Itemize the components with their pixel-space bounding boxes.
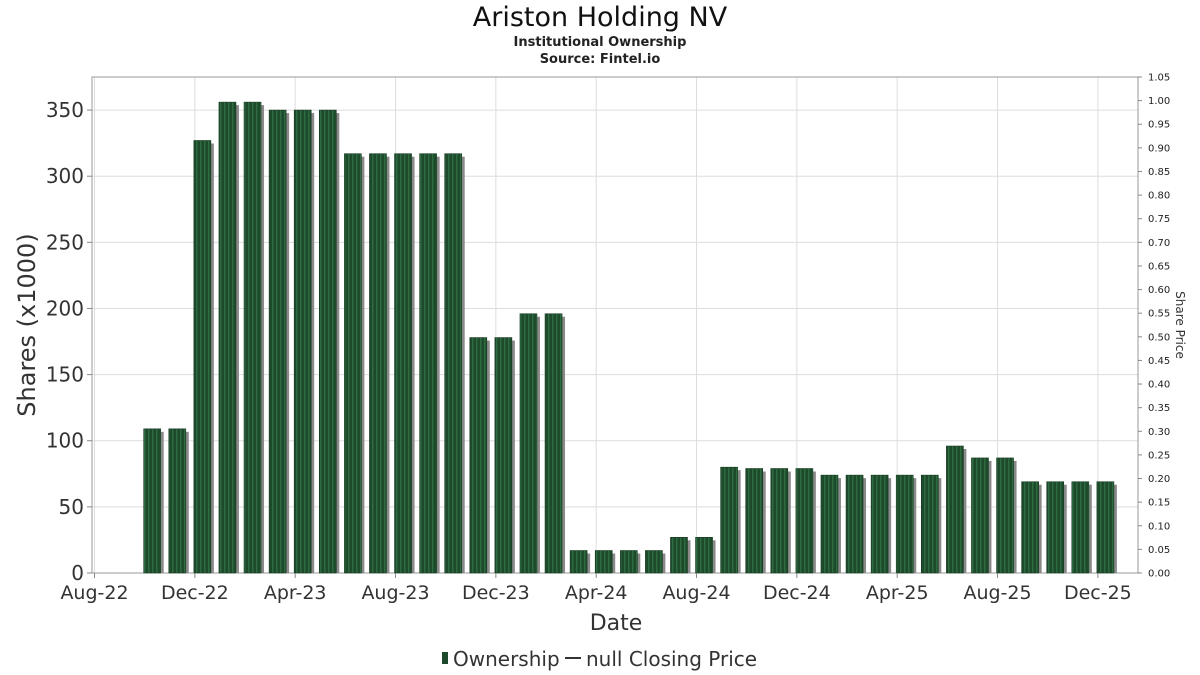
y2-tick-label: 0.00 — [1148, 569, 1170, 580]
y2-tick-label: 1.00 — [1148, 96, 1170, 107]
y2-tick-label: 0.25 — [1148, 450, 1170, 461]
y-tick-label: 150 — [46, 363, 84, 387]
y2-axis-label: Share Price — [1173, 291, 1187, 359]
y2-tick-label: 0.90 — [1148, 143, 1170, 154]
y2-tick-label: 0.70 — [1148, 238, 1170, 249]
ownership-bar — [946, 445, 964, 574]
ownership-bar — [419, 153, 437, 574]
legend-ownership-marker — [442, 652, 448, 664]
ownership-bar — [1071, 481, 1090, 574]
ownership-bar — [745, 468, 764, 574]
y2-tick-label: 0.30 — [1148, 427, 1170, 438]
y2-tick-label: 0.05 — [1148, 545, 1170, 556]
x-tick-label: Apr-25 — [866, 582, 929, 604]
ownership-bar — [695, 536, 713, 574]
chart-subtitle: Institutional Ownership — [513, 35, 687, 50]
ownership-bar — [444, 153, 463, 574]
legend-ownership-label: Ownership — [453, 647, 560, 671]
legend: Ownership null Closing Price — [442, 647, 757, 671]
ownership-bar — [318, 109, 337, 574]
x-tick-label: Dec-22 — [161, 582, 229, 604]
chart-title: Ariston Holding NV — [472, 2, 728, 33]
ownership-bar — [218, 101, 237, 574]
ownership-bar — [845, 474, 864, 574]
bars — [143, 101, 1117, 574]
axes: 0 50 100 150 200 250 300 350 Aug-22 Dec-22 Apr-23 A… — [46, 73, 1170, 605]
y-axis-label: Shares (x1000) — [13, 233, 41, 416]
y2-tick-label: 0.60 — [1148, 285, 1170, 296]
ownership-bar — [143, 428, 162, 574]
ownership-bar — [519, 313, 538, 574]
x-tick-label: Apr-23 — [264, 582, 327, 604]
x-tick-label: Dec-23 — [462, 582, 530, 604]
y-tick-label: 50 — [59, 495, 84, 519]
ownership-bar — [770, 468, 789, 574]
y-tick-label: 300 — [46, 164, 84, 188]
ownership-bar — [569, 550, 588, 574]
ownership-bar — [594, 550, 613, 574]
ownership-bar — [971, 457, 989, 574]
y2-tick-label: 0.45 — [1148, 356, 1170, 367]
y2-tick-label: 0.75 — [1148, 214, 1170, 225]
ownership-bar — [720, 466, 738, 574]
y-tick-label: 350 — [46, 98, 84, 122]
chart-source: Source: Fintel.io — [539, 52, 661, 67]
y-tick-label: 100 — [46, 429, 84, 453]
y2-tick-label: 0.65 — [1148, 261, 1170, 272]
y-tick-label: 250 — [46, 230, 84, 254]
ownership-bar — [243, 101, 262, 574]
y2-tick-label: 0.55 — [1148, 309, 1170, 320]
ownership-bar — [168, 428, 187, 574]
ownership-bar — [193, 140, 212, 574]
x-axis-label: Date — [590, 611, 643, 636]
ownership-bar — [369, 153, 387, 574]
x-tick-label: Aug-25 — [963, 582, 1031, 604]
ownership-bar — [895, 474, 914, 574]
ownership-bar — [1021, 481, 1039, 574]
x-tick-label: Dec-24 — [763, 582, 831, 604]
ownership-bar — [645, 550, 663, 574]
y2-tick-label: 0.35 — [1148, 403, 1170, 414]
ownership-bar — [619, 550, 638, 574]
ownership-bar — [820, 474, 839, 574]
y-tick-label: 0 — [71, 561, 84, 585]
y2-tick-label: 0.50 — [1148, 332, 1170, 343]
ownership-bar — [293, 109, 312, 574]
y2-tick-label: 0.10 — [1148, 521, 1170, 532]
y-tick-label: 200 — [46, 296, 84, 320]
y2-tick-label: 0.20 — [1148, 474, 1170, 485]
y2-tick-label: 0.95 — [1148, 120, 1170, 131]
ownership-bar — [344, 153, 362, 574]
legend-price-label: null Closing Price — [586, 647, 757, 671]
x-tick-label: Dec-25 — [1064, 582, 1132, 604]
ownership-bar — [921, 474, 939, 574]
y2-tick-label: 0.40 — [1148, 380, 1170, 391]
x-tick-label: Aug-22 — [60, 582, 128, 604]
y2-tick-label: 0.80 — [1148, 191, 1170, 202]
ownership-bar — [394, 153, 412, 574]
ownership-bar — [1096, 481, 1115, 574]
y2-tick-label: 1.05 — [1148, 73, 1170, 84]
x-tick-label: Aug-24 — [662, 582, 730, 604]
x-tick-label: Aug-23 — [361, 582, 429, 604]
ownership-bar — [494, 337, 513, 574]
y2-tick-label: 0.85 — [1148, 167, 1170, 178]
ownership-bar — [544, 313, 563, 574]
ownership-bar — [268, 109, 287, 574]
ownership-bar — [870, 474, 889, 574]
ownership-bar — [469, 337, 488, 574]
ownership-bar — [1046, 481, 1065, 574]
ownership-bar — [795, 468, 814, 574]
ownership-bar — [670, 536, 688, 574]
x-tick-label: Apr-24 — [565, 582, 628, 604]
y2-tick-label: 0.15 — [1148, 498, 1170, 509]
ownership-bar — [996, 457, 1014, 574]
